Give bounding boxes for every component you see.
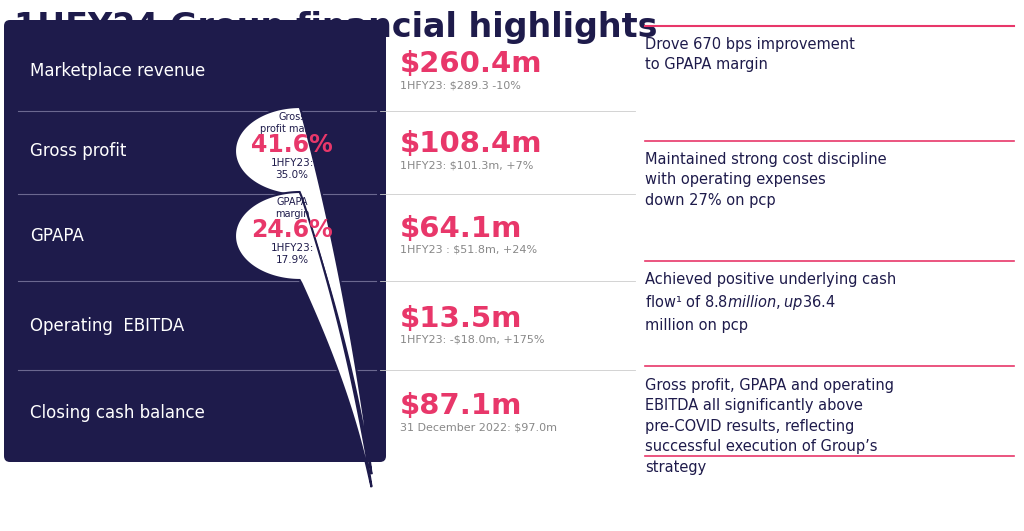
Text: 1HFY23: $289.3 -10%: 1HFY23: $289.3 -10% <box>400 80 521 90</box>
Text: Maintained strong cost discipline
with operating expenses
down 27% on pcp: Maintained strong cost discipline with o… <box>645 152 887 208</box>
Text: $13.5m: $13.5m <box>400 305 522 333</box>
Text: $64.1m: $64.1m <box>400 215 522 243</box>
Text: 1HFY23: $101.3m, +7%: 1HFY23: $101.3m, +7% <box>400 160 534 170</box>
Text: Operating  EBITDA: Operating EBITDA <box>30 317 184 335</box>
Text: Gross profit, GPAPA and operating
EBITDA all significantly above
pre-COVID resul: Gross profit, GPAPA and operating EBITDA… <box>645 378 894 475</box>
Text: Closing cash balance: Closing cash balance <box>30 404 205 422</box>
Text: $87.1m: $87.1m <box>400 392 522 420</box>
Polygon shape <box>234 107 372 474</box>
Text: $108.4m: $108.4m <box>400 130 543 158</box>
Text: Marketplace revenue: Marketplace revenue <box>30 62 205 80</box>
Text: 41.6%: 41.6% <box>251 133 333 157</box>
Text: $260.4m: $260.4m <box>400 50 543 78</box>
Text: GPAPA: GPAPA <box>30 227 84 245</box>
Text: 24.6%: 24.6% <box>251 218 333 242</box>
Text: 1HFY23 : $51.8m, +24%: 1HFY23 : $51.8m, +24% <box>400 245 538 255</box>
Text: 1HFY23: -$18.0m, +175%: 1HFY23: -$18.0m, +175% <box>400 335 545 345</box>
FancyBboxPatch shape <box>4 20 386 462</box>
Polygon shape <box>234 192 372 487</box>
Text: Achieved positive underlying cash
flow¹ of $8.8 million, up $36.4
million on pcp: Achieved positive underlying cash flow¹ … <box>645 272 896 333</box>
Text: GPAPA
margin: GPAPA margin <box>274 197 309 219</box>
Text: 1HFY23:
35.0%: 1HFY23: 35.0% <box>270 158 313 180</box>
Text: 31 December 2022: $97.0m: 31 December 2022: $97.0m <box>400 422 557 432</box>
Text: Gross
profit margin: Gross profit margin <box>260 112 324 134</box>
Text: Gross profit: Gross profit <box>30 142 126 160</box>
Text: 1HFY23:
17.9%: 1HFY23: 17.9% <box>270 243 313 265</box>
Text: 1HFY24 Group financial highlights: 1HFY24 Group financial highlights <box>14 11 657 44</box>
Text: Drove 670 bps improvement
to GPAPA margin: Drove 670 bps improvement to GPAPA margi… <box>645 37 855 72</box>
